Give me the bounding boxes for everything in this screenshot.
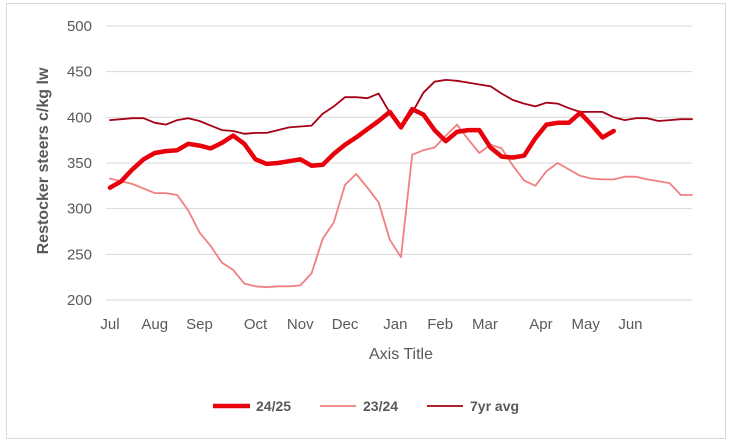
y-axis-title: Restocker steers c/kg lw [35,67,52,254]
x-tick-label: Jan [383,316,407,333]
x-tick-label: Oct [244,316,268,333]
legend-label: 24/25 [256,398,291,414]
x-tick-label: Jun [618,316,642,333]
x-tick-label: Aug [141,316,168,333]
x-tick-label: Mar [472,316,498,333]
legend: 24/25 23/24 7yr avg [213,398,519,414]
y-tick-label: 300 [67,201,92,218]
x-tick-label: Nov [287,316,314,333]
series-lines [107,79,693,289]
legend-label: 7yr avg [470,398,519,414]
x-tick-label: May [572,316,601,333]
x-tick-label: Apr [529,316,552,333]
x-tick-label: Sep [186,316,213,333]
y-tick-labels: 200 250 300 350 400 450 500 [67,18,92,309]
y-tick-label: 450 [67,64,92,81]
series-line-23-24 [109,123,693,289]
x-tick-labels: Jul Aug Sep Oct Nov Dec Jan Feb Mar Apr May Jun [100,316,642,333]
x-tick-label: Jul [100,316,119,333]
x-tick-label: Feb [427,316,453,333]
series-line-24-25 [107,106,616,190]
legend-label: 23/24 [363,398,398,414]
y-tick-label: 500 [67,18,92,35]
y-tick-label: 200 [67,292,92,309]
y-tick-label: 400 [67,109,92,126]
x-tick-label: Dec [332,316,359,333]
gridlines [106,25,692,301]
x-axis-title: Axis Title [369,346,433,363]
chart-frame [6,3,726,439]
y-tick-label: 350 [67,155,92,172]
y-tick-label: 250 [67,246,92,263]
